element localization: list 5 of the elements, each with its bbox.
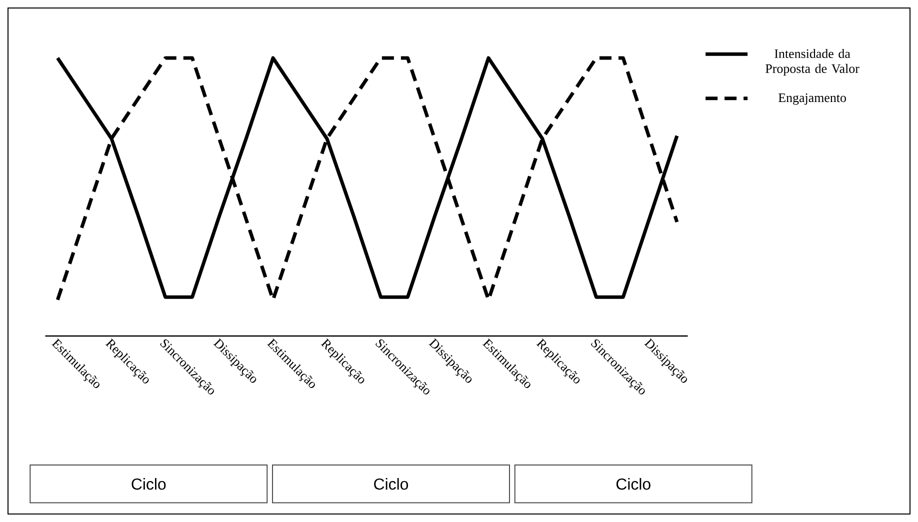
legend-label: Engajamento — [778, 93, 846, 105]
text: Ciclo — [616, 478, 650, 490]
legend-label: Intensidade da Proposta de Valor — [766, 48, 860, 76]
text: Ciclo — [374, 478, 408, 490]
text: Ciclo — [132, 478, 166, 490]
